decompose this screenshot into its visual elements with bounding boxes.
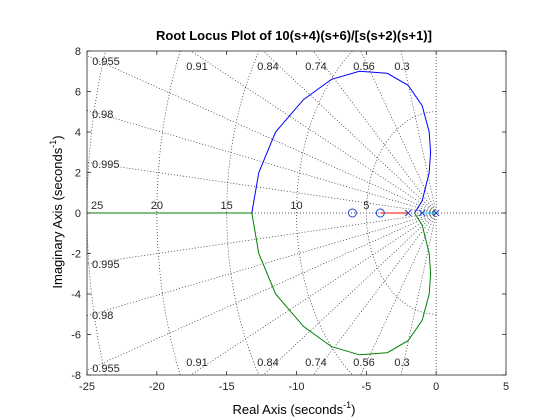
zeta-ray [87, 212, 437, 265]
y-tick-label: 6 [75, 87, 81, 99]
series-layer [87, 70, 437, 356]
zero-marker [347, 208, 357, 218]
x-axis-label-main: Real Axis (seconds [233, 402, 344, 417]
y-tick-label: -2 [71, 249, 81, 261]
zeta-label-left: 0.98 [92, 109, 113, 121]
x-tick-label: 5 [503, 381, 509, 393]
y-tick-label: 4 [75, 127, 81, 139]
x-tick-label: -15 [219, 381, 235, 393]
pole-marker [418, 209, 426, 217]
zeta-label-bottom: 0.955 [92, 363, 120, 375]
x-axis-label-close: ) [351, 402, 355, 417]
zeta-label-bottom: 0.3 [394, 357, 409, 369]
series-clip [87, 70, 437, 356]
x-tick-label: -20 [149, 381, 165, 393]
zeta-label-top: 0.74 [305, 61, 326, 73]
zeta-label-bottom: 0.91 [186, 357, 207, 369]
y-axis-label-exp: -1 [48, 140, 58, 148]
wn-arc [365, 111, 437, 315]
wn-label: 20 [151, 200, 163, 212]
x-tick-label: 0 [433, 381, 439, 393]
zeta-label-top: 0.84 [257, 61, 278, 73]
zeta-label-left: 0.98 [92, 310, 113, 322]
zeta-label-bottom: 0.84 [257, 357, 278, 369]
y-tick-label: -8 [71, 370, 81, 382]
y-tick-label: 2 [75, 168, 81, 180]
wn-label: 10 [290, 200, 302, 212]
x-tick-label: -10 [289, 381, 305, 393]
zeta-label-top: 0.56 [353, 61, 374, 73]
zeta-label-top: 0.955 [92, 56, 120, 68]
x-axis-label: Real Axis (seconds-1) [233, 400, 356, 417]
y-tick-label: 0 [75, 208, 81, 220]
zeta-ray [87, 161, 437, 214]
locus-branch-1 [87, 212, 432, 356]
wn-label: 15 [221, 200, 233, 212]
y-tick-label: -4 [71, 289, 81, 301]
zeta-label-top: 0.91 [186, 61, 207, 73]
zero-marker [375, 208, 385, 218]
x-tick-label: -5 [361, 381, 371, 393]
y-tick-label: 8 [75, 46, 81, 58]
zeta-label-bottom: 0.56 [353, 357, 374, 369]
y-axis-label-main: Imaginary Axis (seconds [50, 147, 65, 288]
locus-branch-0 [87, 70, 432, 214]
zeta-label-top: 0.3 [394, 61, 409, 73]
zeta-label-bottom: 0.74 [305, 357, 326, 369]
wn-label: 25 [91, 200, 103, 212]
chart-title: Root Locus Plot of 10(s+4)(s+6)/[s(s+2)(… [156, 28, 432, 43]
marker-layer [347, 208, 440, 218]
x-axis-label-exp: -1 [343, 400, 351, 410]
wn-label: 5 [363, 200, 369, 212]
zeta-label-left: 0.995 [92, 159, 120, 171]
pole-marker [432, 209, 440, 217]
zeta-label-left: 0.995 [92, 259, 120, 271]
x-tick-label: -25 [79, 381, 95, 393]
y-tick-label: -6 [71, 330, 81, 342]
y-axis-label: Imaginary Axis (seconds-1) [48, 135, 65, 288]
y-axis-label-close: ) [50, 135, 65, 139]
pole-marker [404, 209, 412, 217]
